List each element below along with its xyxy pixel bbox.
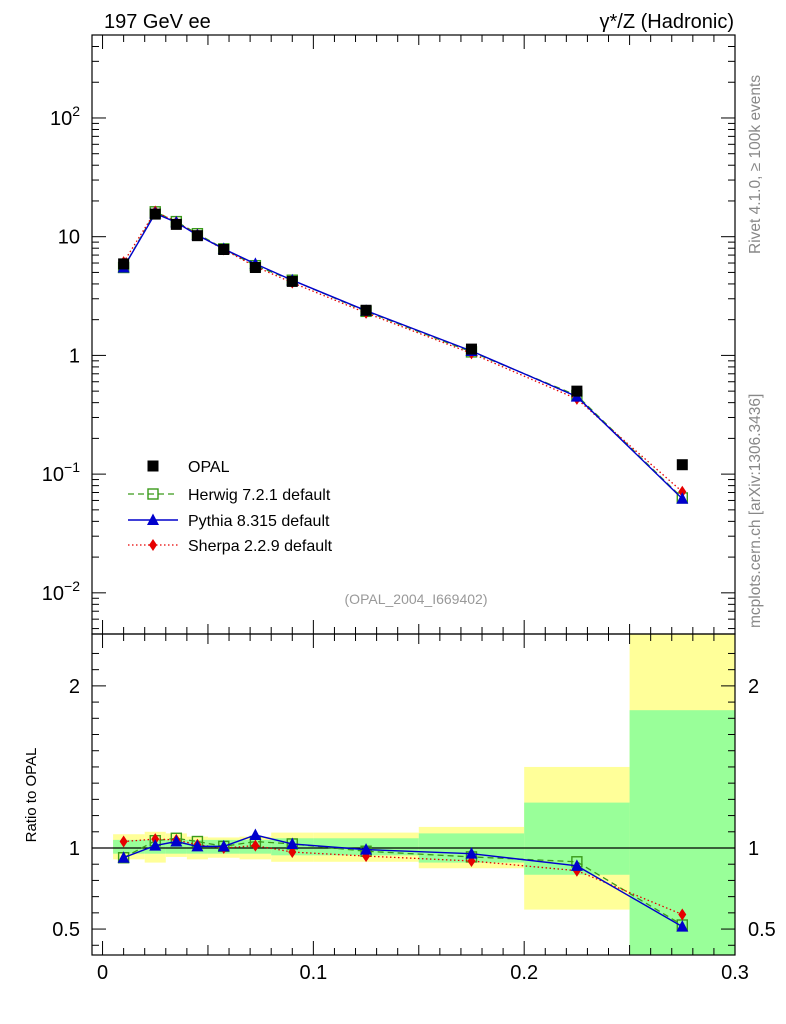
x-tick-label: 0.3	[721, 962, 749, 984]
opal-legend-label: OPAL	[188, 459, 230, 476]
opal-legend-marker	[147, 460, 159, 472]
opal-main-point	[571, 385, 583, 397]
mcplots-label: mcplots.cern.ch [arXiv:1306.3436]	[747, 394, 764, 628]
plot-title-right: γ*/Z (Hadronic)	[600, 11, 734, 33]
main-y-tick-label-base: 1	[69, 345, 80, 367]
pythia-ratio-point	[117, 851, 130, 863]
main-y-tick-label: 10−1	[42, 459, 80, 486]
plot-title-left: 197 GeV ee	[104, 11, 211, 33]
ratio-y-tick-label-right: 0.5	[748, 919, 776, 941]
opal-main-point	[360, 304, 372, 316]
ratio-y-tick-label: 1	[69, 838, 80, 860]
main-y-tick-label-exponent: 2	[72, 103, 80, 119]
sherpa-legend-marker	[149, 539, 157, 551]
pythia-legend-label: Pythia 8.315 default	[188, 513, 330, 530]
main-y-tick-label-exponent: −1	[64, 459, 80, 475]
sherpa-main-line	[123, 210, 683, 493]
main-y-tick-label-base: 10	[42, 583, 64, 605]
main-y-tick-label-base: 10	[58, 227, 80, 249]
ratio-y-tick-label-right: 1	[748, 838, 759, 860]
ratio-plot-frame	[91, 633, 736, 956]
ratio-plot-series	[117, 828, 689, 932]
pythia-ratio-point	[286, 837, 299, 849]
main-y-tick-label-base: 10	[42, 464, 64, 486]
pythia-ratio-point	[217, 839, 230, 852]
main-y-tick-label: 10	[58, 227, 80, 249]
herwig-legend-marker	[147, 488, 159, 500]
ratio-y-tick-label: 2	[69, 676, 80, 698]
herwig-ratio-line	[123, 837, 683, 926]
main-y-tick-label: 10−2	[42, 578, 80, 605]
pythia-main-line	[123, 212, 683, 500]
pythia-ratio-point	[249, 828, 262, 841]
ratio-y-tick-label: 0.5	[52, 919, 80, 941]
ratio-uncertainty-bands	[92, 634, 735, 955]
pythia-ratio-point	[676, 920, 689, 932]
opal-main-point	[118, 258, 130, 270]
main-y-tick-label: 102	[50, 103, 80, 130]
herwig-main-line	[123, 210, 683, 499]
opal-main-point	[218, 244, 230, 256]
pythia-ratio-point	[149, 839, 162, 851]
main-y-tick-label-base: 10	[50, 108, 72, 130]
ratio-y-tick-label-right: 2	[748, 676, 759, 698]
opal-main-point	[676, 459, 688, 471]
pythia-ratio-point	[191, 839, 204, 852]
opal-main-point	[170, 218, 182, 230]
herwig-legend-label: Herwig 7.2.1 default	[188, 487, 331, 504]
opal-main-point	[465, 343, 477, 355]
main-y-tick-label: 1	[69, 345, 80, 367]
sherpa-ratio-point	[288, 846, 297, 859]
sherpa-ratio-point	[678, 908, 687, 921]
opal-main-point	[286, 275, 298, 287]
sherpa-ratio-point	[119, 835, 128, 848]
analysis-tag: (OPAL_2004_I669402)	[345, 591, 488, 607]
rivet-version-label: Rivet 4.1.0, ≥ 100k events	[747, 75, 764, 254]
sherpa-legend-label: Sherpa 2.2.9 default	[188, 538, 333, 555]
legend: OPAL Herwig 7.2.1 default Pythia 8.315 def…	[128, 459, 333, 555]
pythia-main-point	[676, 492, 689, 504]
sherpa-main-point	[678, 485, 687, 498]
opal-main-point	[149, 208, 161, 220]
x-tick-label: 0.1	[299, 962, 327, 984]
main-y-tick-label-exponent: −2	[64, 578, 80, 594]
pythia-ratio-point	[170, 835, 183, 847]
pythia-ratio-point	[360, 843, 373, 855]
ratio-axis-label: Ratio to OPAL	[23, 748, 40, 843]
x-tick-label: 0.2	[510, 962, 538, 984]
opal-main-point	[191, 230, 203, 242]
x-tick-label: 0	[97, 962, 108, 984]
opal-main-point	[249, 262, 261, 274]
pythia-ratio-point	[570, 859, 583, 871]
main-plot-series	[117, 205, 689, 504]
pythia-legend-marker	[147, 513, 159, 525]
sherpa-ratio-point	[251, 839, 260, 852]
pythia-ratio-point	[465, 847, 478, 859]
